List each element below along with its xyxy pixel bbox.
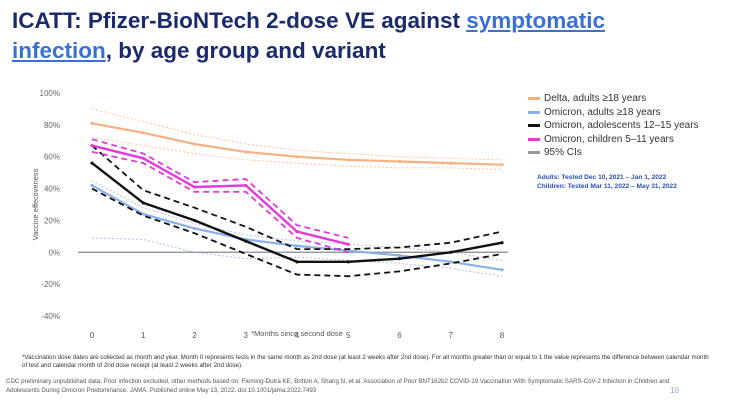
series-0-point: [141, 131, 145, 135]
legend-item-ci-swatch: [528, 151, 540, 155]
series-2-point: [346, 260, 350, 264]
x-tick-label: 4: [295, 331, 300, 340]
series-3-point: [192, 185, 197, 189]
x-tick-label: 2: [192, 331, 197, 340]
series-0-point: [397, 159, 402, 164]
series-0-point: [244, 150, 248, 154]
title-part-1: ICATT: Pfizer-BioNTech 2-dose VE against: [12, 8, 467, 33]
series-1-ci-upper: [91, 180, 503, 261]
legend-item-ci-label: 95% CIs: [544, 147, 582, 159]
chart-legend: Delta, adults ≥18 years Omicron, adults ≥…: [528, 92, 728, 160]
cohort-children: Children: Tested Mar 11, 2022 – May 31, …: [537, 183, 677, 190]
x-tick-label: 0: [90, 331, 95, 340]
page-title: ICATT: Pfizer-BioNTech 2-dose VE against…: [12, 6, 712, 66]
legend-item-3: Omicron, children 5–11 years: [528, 133, 728, 147]
series-3-line: [91, 144, 349, 246]
x-tick-label: 6: [397, 331, 402, 340]
series-1-point: [295, 244, 299, 248]
series-1-point: [192, 226, 197, 230]
series-1-point: [90, 183, 94, 187]
legend-item-1: Omicron, adults ≥18 years: [528, 106, 728, 120]
legend-item-3-swatch: [528, 137, 540, 141]
page-number: 10: [670, 386, 679, 395]
series-2-point: [397, 257, 402, 261]
series-0-ci-lower: [91, 137, 503, 170]
legend-item-2: Omicron, adolescents 12–15 years: [528, 119, 728, 133]
legend-item-3-label: Omicron, children 5–11 years: [544, 133, 674, 145]
series-3-ci-upper: [91, 138, 349, 239]
series-3-point: [346, 242, 350, 246]
series-2-point: [449, 250, 453, 254]
x-tick-label: 8: [500, 331, 505, 340]
y-tick-label: 40%: [44, 185, 60, 194]
legend-item-1-swatch: [528, 110, 540, 114]
y-tick-label: -20%: [41, 280, 60, 289]
series-1-point: [141, 212, 145, 216]
legend-item-2-label: Omicron, adolescents 12–15 years: [544, 120, 699, 132]
series-0-point: [500, 163, 504, 167]
legend-item-1-label: Omicron, adults ≥18 years: [544, 106, 661, 118]
series-2-ci-lower: [91, 187, 503, 278]
series-1-point: [500, 268, 504, 272]
infection-link[interactable]: infection: [12, 38, 106, 63]
y-tick-label: 0%: [48, 248, 60, 257]
x-tick-label: 1: [141, 331, 146, 340]
series-1-point: [397, 253, 402, 258]
series-2-point: [295, 260, 299, 264]
legend-item-0: Delta, adults ≥18 years: [528, 92, 728, 106]
source-citation: CDC preliminary unpublished data. Prior …: [6, 378, 670, 394]
legend-item-0-label: Delta, adults ≥18 years: [544, 93, 647, 105]
x-tick-label: 7: [449, 331, 454, 340]
series-3-ci-lower: [91, 151, 349, 254]
series-0-point: [346, 158, 350, 162]
legend-item-ci: 95% CIs: [528, 146, 728, 160]
cohort-note: Adults: Tested Dec 10, 2021 – Jan 1, 202…: [537, 173, 727, 191]
series-2-point: [90, 161, 94, 165]
y-axis-label: Vaccine effectiveness: [31, 168, 40, 240]
y-tick-label: 100%: [40, 89, 60, 98]
legend-item-2-swatch: [528, 124, 540, 128]
series-1-point: [449, 260, 453, 264]
series-2-point: [500, 241, 504, 245]
series-2-ci-upper: [91, 144, 503, 250]
series-3-point: [244, 183, 248, 187]
series-0-point: [449, 161, 453, 165]
series-0-ci-upper: [91, 108, 503, 161]
footnote: *Vaccination dose dates are collected as…: [22, 354, 709, 369]
y-tick-label: -40%: [41, 312, 60, 321]
cohort-adults: Adults: Tested Dec 10, 2021 – Jan 1, 202…: [537, 174, 667, 181]
x-tick-label: 5: [346, 331, 351, 340]
y-tick-label: 60%: [44, 153, 60, 162]
series-2-point: [244, 239, 248, 243]
series-0-point: [90, 121, 94, 125]
series-3-point: [90, 143, 94, 148]
series-1-ci-lower: [91, 237, 503, 277]
series-0-point: [192, 142, 197, 146]
ve-line-chart: 100% 80% 60% 40% 20% 0% -20% -40% 0 1 2 3 4 5 6 7 8 Vacci…: [31, 89, 508, 340]
series-3-point: [141, 156, 145, 160]
series-1-line: [91, 184, 503, 271]
series-0-point: [295, 155, 299, 159]
y-tick-label: 20%: [44, 216, 60, 225]
series-2-point: [192, 218, 197, 223]
y-tick-label: 80%: [44, 121, 60, 130]
legend-item-0-swatch: [528, 97, 540, 101]
symptomatic-link[interactable]: symptomatic: [466, 8, 606, 33]
title-part-2: , by age group and variant: [105, 38, 386, 63]
x-axis-label: *Months since second dose: [251, 329, 343, 338]
series-2-point: [141, 201, 145, 205]
x-tick-label: 3: [244, 331, 249, 340]
series-3-point: [295, 229, 299, 234]
